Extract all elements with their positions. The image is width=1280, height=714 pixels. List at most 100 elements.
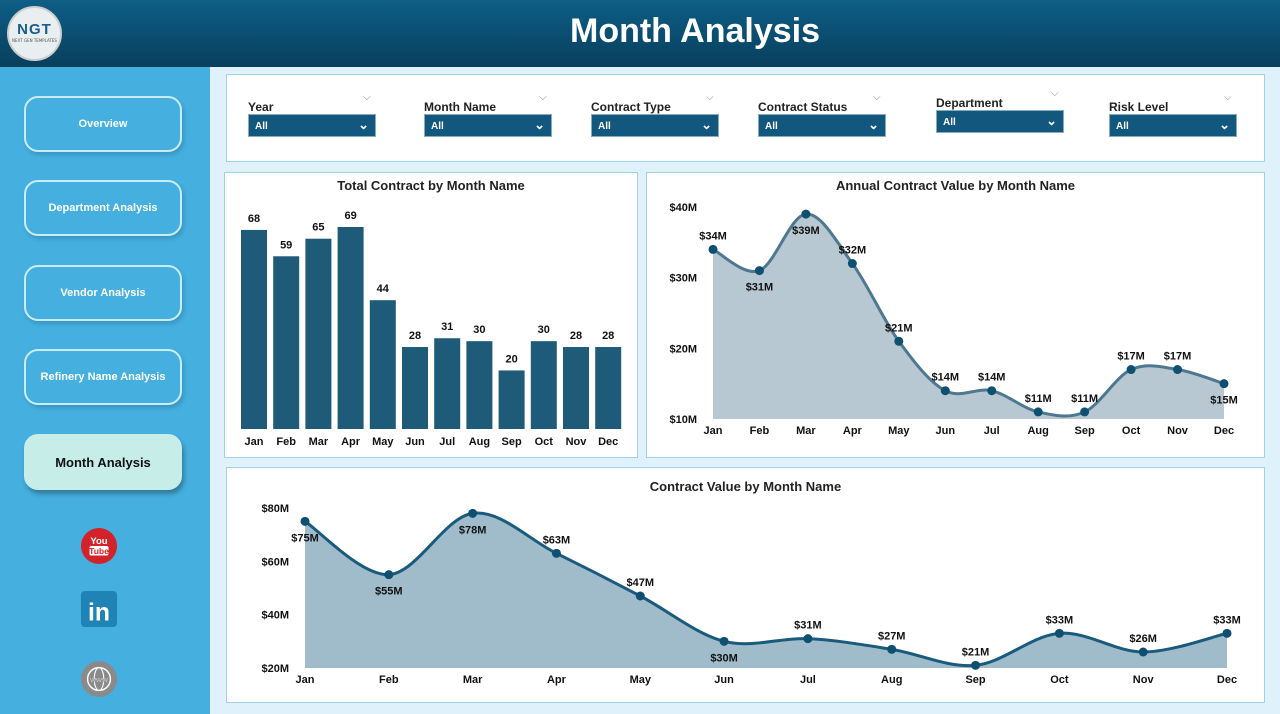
x-tick-label: Jun: [405, 436, 425, 448]
header-bar: NGT NEXT GEN TEMPLATES Month Analysis: [0, 0, 1280, 67]
data-label: $32M: [839, 245, 867, 257]
y-tick-label: $30M: [669, 273, 697, 285]
filter-collapse-chevron-icon[interactable]: ⌵: [539, 92, 547, 103]
nav-overview[interactable]: Overview: [24, 96, 182, 152]
x-tick-label: Dec: [598, 436, 618, 448]
chart-title: Contract Value by Month Name: [649, 479, 842, 494]
bar-may: [369, 300, 396, 429]
data-point-nov: [1138, 647, 1148, 657]
data-point-jun: [940, 386, 950, 396]
filter-dropdown[interactable]: All ⌄: [1109, 114, 1237, 137]
nav-vendor-analysis[interactable]: Vendor Analysis: [24, 265, 182, 321]
bar-jul: [434, 338, 461, 429]
data-label: $78M: [459, 524, 487, 536]
data-label: $55M: [375, 586, 403, 598]
data-label: 65: [312, 222, 324, 234]
filter-collapse-chevron-icon[interactable]: ⌵: [363, 92, 371, 103]
dropdown-value: All: [598, 121, 611, 132]
bar-aug: [466, 341, 493, 429]
dropdown-value: All: [431, 121, 444, 132]
filter-label: Contract Type: [591, 100, 671, 114]
data-point-oct: [1054, 628, 1064, 638]
data-point-sep: [971, 660, 981, 670]
y-tick-label: $80M: [261, 503, 289, 515]
chevron-down-icon: ⌄: [868, 117, 879, 132]
x-tick-label: Jun: [714, 674, 734, 686]
y-tick-label: $60M: [261, 556, 289, 568]
filter-collapse-chevron-icon[interactable]: ⌵: [1224, 92, 1232, 103]
data-label: $21M: [962, 646, 990, 658]
chart-title: Annual Contract Value by Month Name: [835, 178, 1076, 193]
data-label: $17M: [1117, 351, 1145, 363]
x-tick-label: Jan: [296, 674, 315, 686]
logo-text: NGT: [17, 21, 52, 38]
data-point-may: [635, 591, 645, 601]
data-label: $39M: [792, 225, 820, 237]
data-label: $33M: [1213, 614, 1241, 626]
bar-oct: [530, 341, 557, 429]
data-label: 28: [602, 330, 614, 342]
website-icon[interactable]: www: [80, 660, 118, 698]
chevron-down-icon: ⌄: [1219, 117, 1230, 132]
filter-dropdown[interactable]: All ⌄: [591, 114, 719, 137]
chevron-down-icon: ⌄: [358, 117, 369, 132]
filter-panel: Year ⌵ All ⌄ Month Name ⌵ All ⌄ Contract Type ⌵ Al…: [226, 74, 1265, 162]
data-label: $11M: [1071, 393, 1098, 405]
svg-text:Tube: Tube: [89, 546, 109, 556]
x-tick-label: Oct: [1122, 425, 1141, 437]
filter-collapse-chevron-icon[interactable]: ⌵: [1051, 88, 1059, 99]
bar-jan: [241, 229, 267, 429]
x-tick-label: Jul: [984, 425, 1000, 437]
data-label: 44: [377, 283, 390, 295]
x-tick-label: Feb: [379, 674, 399, 686]
bar-jun: [402, 347, 428, 429]
bar-apr: [337, 227, 364, 429]
y-tick-label: $10M: [669, 414, 697, 426]
nav-department-analysis[interactable]: Department Analysis: [24, 180, 182, 236]
nav-refinery-name-analysis[interactable]: Refinery Name Analysis: [24, 349, 182, 405]
bar-nov: [563, 347, 589, 429]
filter-collapse-chevron-icon[interactable]: ⌵: [706, 92, 714, 103]
x-tick-label: Mar: [796, 425, 816, 437]
dropdown-value: All: [255, 121, 268, 132]
filter-dropdown[interactable]: All ⌄: [758, 114, 886, 137]
data-label: 30: [538, 324, 550, 336]
data-point-apr: [551, 548, 561, 558]
y-tick-label: $20M: [261, 663, 289, 675]
x-tick-label: Jun: [935, 425, 955, 437]
data-label: $33M: [1046, 614, 1074, 626]
filter-label: Risk Level: [1109, 100, 1169, 114]
data-label: $31M: [794, 620, 822, 632]
data-label: $31M: [746, 282, 774, 294]
x-tick-label: Dec: [1214, 425, 1234, 437]
x-tick-label: Nov: [1167, 425, 1189, 437]
x-tick-label: Mar: [309, 436, 329, 448]
data-point-apr: [847, 259, 857, 269]
x-tick-label: Apr: [547, 674, 567, 686]
data-point-mar: [801, 209, 811, 219]
data-point-aug: [887, 644, 897, 654]
data-label: 69: [344, 210, 356, 222]
x-tick-label: Nov: [1133, 674, 1155, 686]
filter-label: Contract Status: [758, 100, 848, 114]
data-point-sep: [1080, 407, 1090, 417]
data-label: $75M: [291, 532, 319, 544]
filter-dropdown[interactable]: All ⌄: [936, 110, 1064, 133]
data-label: $11M: [1025, 393, 1052, 405]
x-tick-label: Apr: [843, 425, 863, 437]
filter-collapse-chevron-icon[interactable]: ⌵: [873, 92, 881, 103]
x-tick-label: May: [630, 674, 652, 686]
nav-month-analysis[interactable]: Month Analysis: [24, 434, 182, 490]
contract-value-chart: Contract Value by Month Name $20M $40M $60…: [226, 467, 1265, 703]
filter-dropdown[interactable]: All ⌄: [424, 114, 552, 137]
svg-text:in: in: [88, 599, 110, 626]
filter-dropdown[interactable]: All ⌄: [248, 114, 376, 137]
data-point-nov: [1173, 365, 1183, 375]
data-point-may: [894, 336, 904, 346]
filter-label: Year: [248, 100, 274, 114]
area-fill: [305, 513, 1227, 668]
x-tick-label: Feb: [276, 436, 296, 448]
x-tick-label: Sep: [965, 674, 985, 686]
linkedin-icon[interactable]: in: [80, 590, 118, 628]
